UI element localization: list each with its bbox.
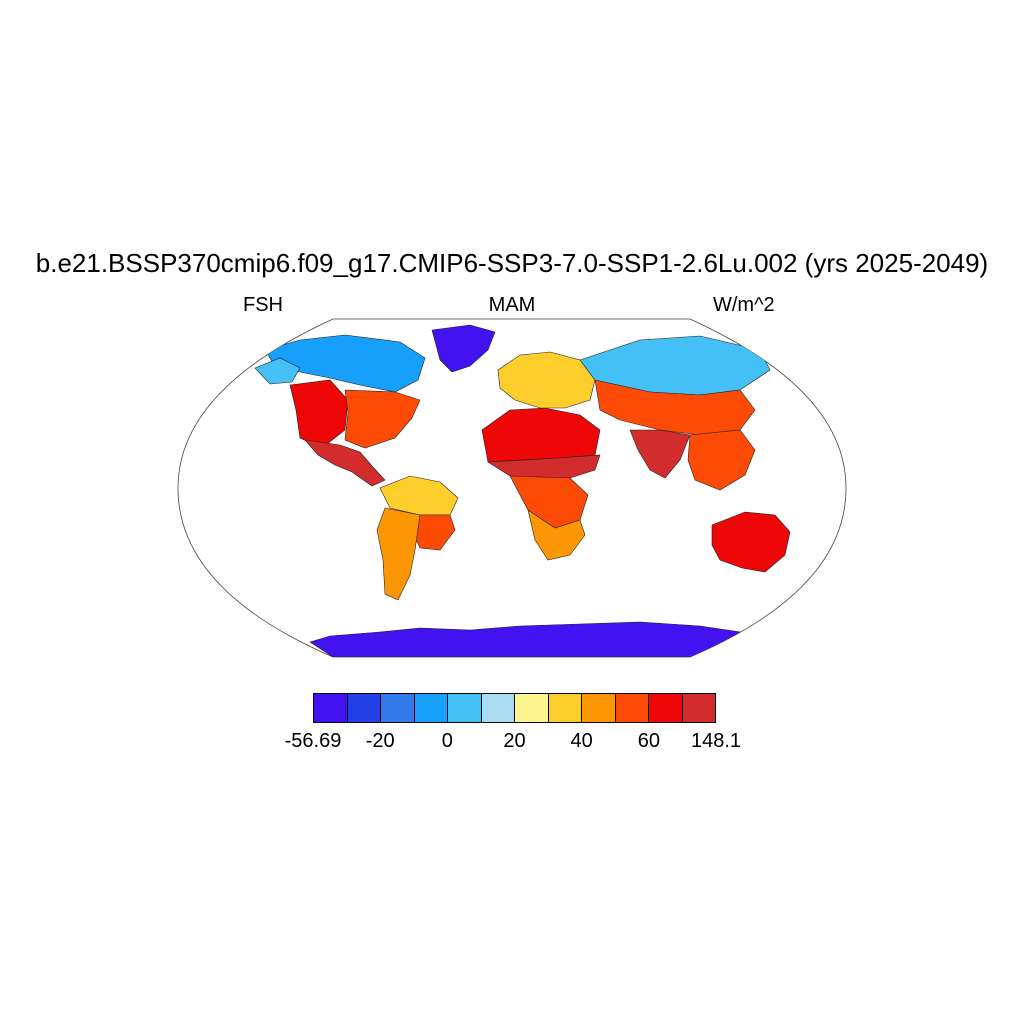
- colorbar-swatch: [548, 694, 582, 722]
- region-western-united-states: [289, 379, 349, 449]
- colorbar-swatch: [582, 694, 616, 722]
- colorbar-swatch: [615, 694, 649, 722]
- colorbar: [313, 693, 716, 723]
- colorbar-swatch: [515, 694, 549, 722]
- colorbar-swatch: [381, 694, 415, 722]
- region-australia: [711, 511, 791, 573]
- colorbar-swatch: [448, 694, 482, 722]
- colorbar-tick-label: 40: [570, 730, 593, 752]
- region-southern-africa: [527, 509, 586, 561]
- colorbar-tick-label: 20: [503, 730, 526, 752]
- region-europe: [497, 351, 596, 409]
- region-greenland: [431, 324, 496, 373]
- colorbar-swatch: [314, 694, 348, 722]
- colorbar-tick-label: 60: [637, 730, 660, 752]
- colorbar-tick-label: -20: [365, 730, 395, 752]
- season-label: MAM: [488, 294, 536, 316]
- region-mexico-and-central-america: [304, 439, 386, 487]
- region-eastern-united-states: [344, 389, 421, 449]
- colorbar-swatch: [682, 694, 715, 722]
- colorbar-tick-label: -56.69: [284, 730, 342, 752]
- region-alaska: [254, 357, 301, 385]
- region-amazon: [379, 475, 459, 516]
- region-southern-south-america: [376, 507, 421, 601]
- colorbar-swatch: [481, 694, 515, 722]
- variable-label: FSH: [243, 294, 283, 316]
- colorbar-tick-label: 148.1: [690, 730, 742, 752]
- region-india: [629, 429, 691, 479]
- colorbar-swatch: [414, 694, 448, 722]
- colorbar-swatch: [649, 694, 683, 722]
- colorbar-swatch: [347, 694, 381, 722]
- region-southeast-asia: [687, 429, 756, 491]
- units-label: W/m^2: [713, 294, 775, 316]
- plot-title: b.e21.BSSP370cmip6.f09_g17.CMIP6-SSP3-7.…: [35, 248, 989, 278]
- colorbar-tick-label: 0: [441, 730, 453, 752]
